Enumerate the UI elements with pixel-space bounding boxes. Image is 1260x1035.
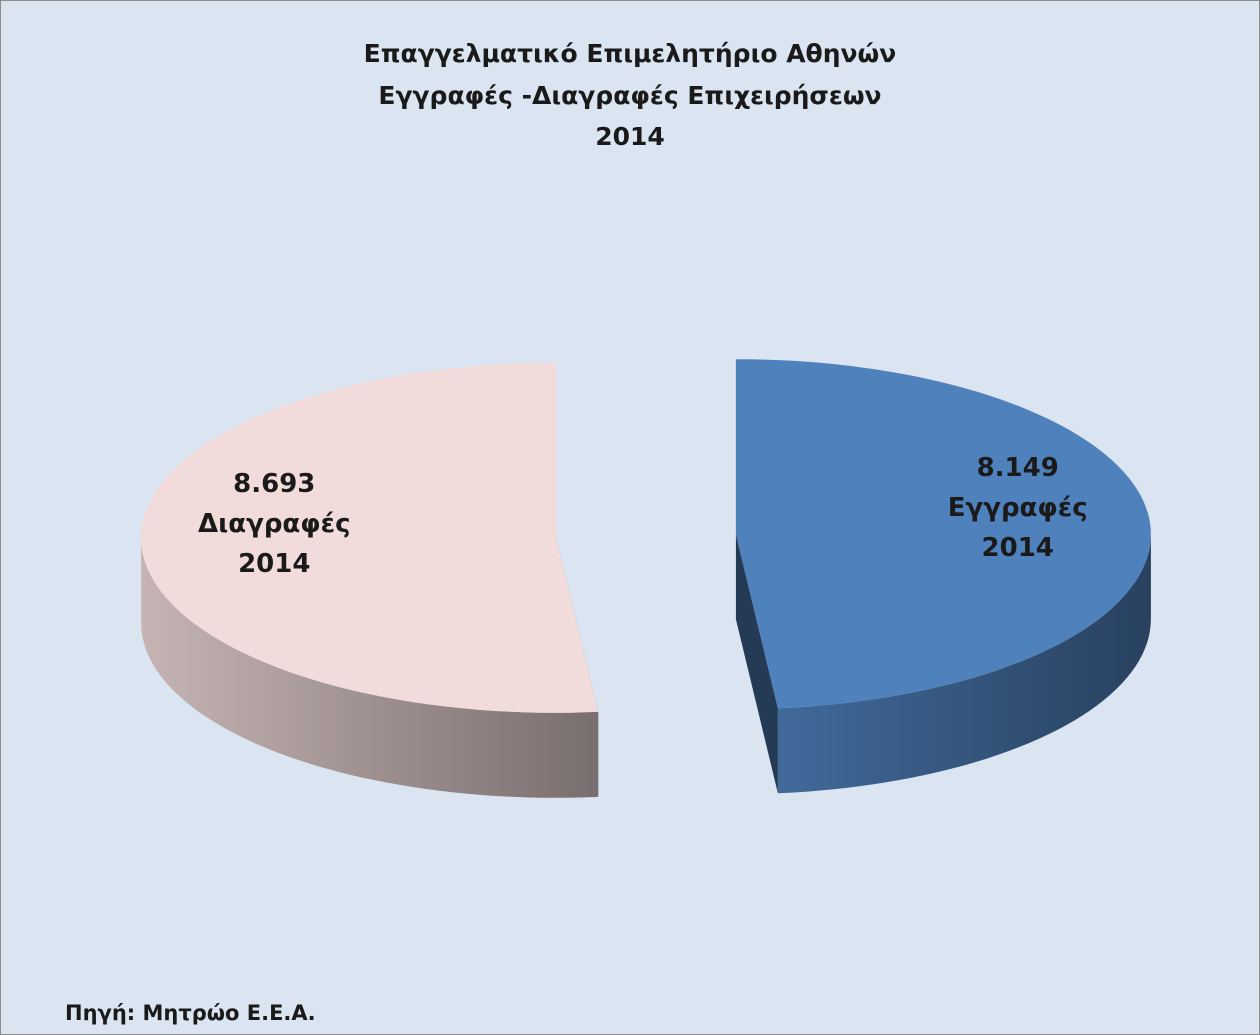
slice <box>141 362 599 798</box>
slice-top <box>141 362 599 713</box>
category-label: Διαγραφές 2014 <box>198 508 351 579</box>
slice <box>735 359 1151 794</box>
chart-title: 2014 <box>595 122 665 151</box>
slice-top <box>735 359 1151 709</box>
source-note: Πηγή: Μητρώο Ε.Ε.Α. <box>65 1001 316 1025</box>
category-label: Εγγραφές 2014 <box>947 493 1088 564</box>
data-label: 8.149 <box>976 453 1059 484</box>
chart-title: Εγγραφές -Διαγραφές Επιχειρήσεων <box>378 81 882 110</box>
chart-title: Επαγγελματικό Επιμελητήριο Αθηνών <box>363 39 897 68</box>
slice-side <box>141 537 599 798</box>
slice-side <box>777 534 1151 794</box>
data-label: 8.693 <box>233 468 316 499</box>
slice-cut-wall <box>735 534 778 794</box>
